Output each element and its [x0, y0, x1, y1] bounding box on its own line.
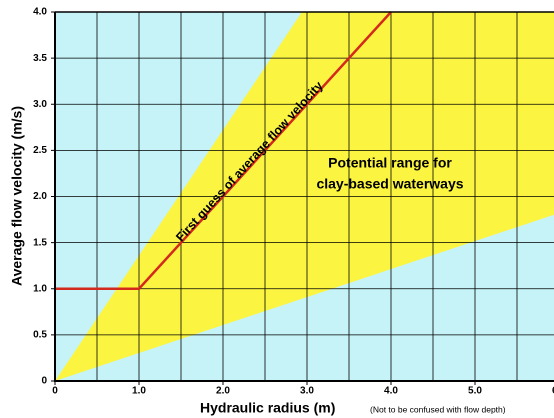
y-tick-label: 4.0: [33, 7, 47, 18]
y-tick-label: 0.5: [33, 330, 47, 341]
y-tick-label: 0: [41, 376, 47, 387]
range-annotation: Potential range for: [328, 155, 452, 171]
y-tick-label: 1.5: [33, 237, 47, 248]
y-axis-label: Average flow velocity (m/s): [9, 106, 25, 286]
x-tick-label: 0: [52, 386, 58, 397]
y-tick-label: 3.0: [33, 99, 47, 110]
y-tick-label: 3.5: [33, 53, 47, 64]
x-tick-label: 4.0: [384, 386, 398, 397]
x-tick-label: 5.0: [468, 386, 482, 397]
x-tick-label: 6.0: [552, 386, 554, 397]
x-tick-label: 1.0: [132, 386, 146, 397]
y-tick-label: 2.5: [33, 145, 47, 156]
range-annotation: clay-based waterways: [316, 176, 463, 192]
x-axis-note: (Not to be confused with flow depth): [370, 404, 506, 414]
velocity-line: [55, 11, 392, 290]
x-tick-label: 2.0: [216, 386, 230, 397]
x-tick-label: 3.0: [300, 386, 314, 397]
x-axis-label: Hydraulic radius (m): [200, 400, 335, 416]
y-tick-label: 2.0: [33, 191, 47, 202]
y-tick-label: 1.0: [33, 283, 47, 294]
